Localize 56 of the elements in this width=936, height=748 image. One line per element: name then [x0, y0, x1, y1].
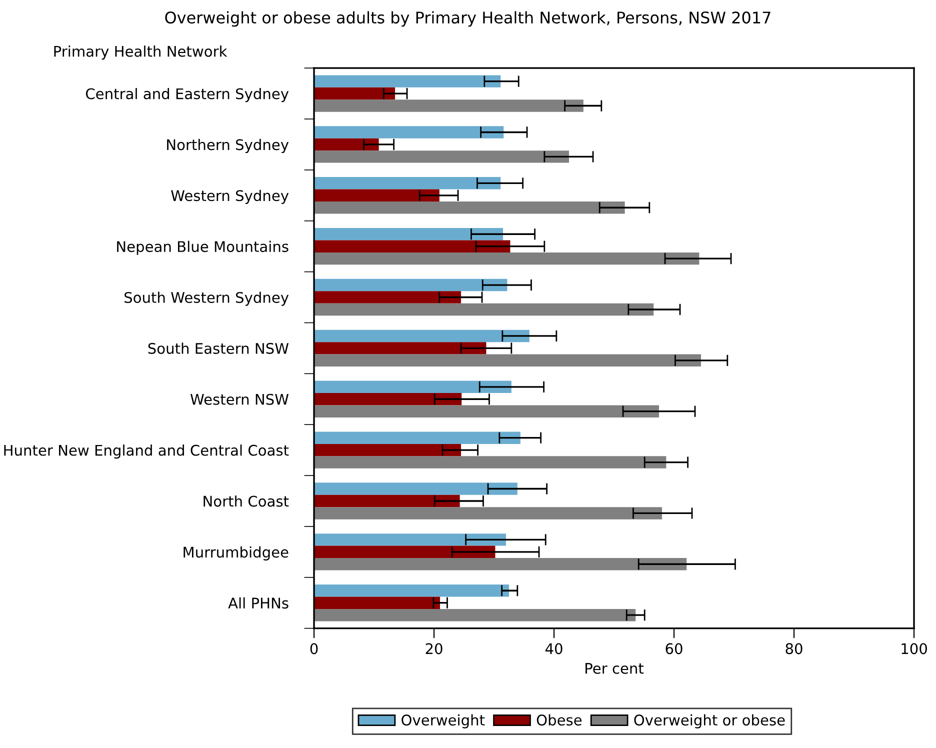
bar — [314, 291, 462, 304]
bar — [314, 558, 687, 570]
bar — [314, 252, 700, 265]
legend-label: Overweight — [402, 714, 485, 728]
x-tick-label: 80 — [786, 643, 802, 654]
bar — [314, 87, 396, 100]
y-tick-label: Western NSW — [190, 394, 289, 405]
bar — [314, 482, 518, 495]
y-tick-label: Northern Sydney — [167, 138, 289, 154]
bar — [314, 354, 702, 367]
bar — [314, 150, 570, 163]
legend-label: Overweight or obese — [634, 714, 785, 728]
x-tick-label: 60 — [666, 643, 682, 654]
x-tick-label: 0 — [310, 643, 318, 654]
bar — [314, 303, 654, 316]
bar — [314, 608, 636, 622]
y-tick-label: Central and Eastern Sydney — [86, 88, 289, 102]
bar — [314, 278, 508, 292]
bar — [314, 380, 512, 394]
bar — [314, 138, 379, 151]
bar — [314, 330, 530, 342]
y-tick-label: Western Sydney — [171, 190, 289, 204]
y-axis-title: Primary Health Network — [54, 46, 228, 60]
legend-label: Obese — [536, 714, 582, 726]
bar — [314, 456, 666, 468]
bar — [314, 534, 506, 546]
y-tick-label: North Coast — [204, 495, 289, 507]
bar — [314, 444, 462, 456]
bar — [314, 240, 510, 252]
bar — [314, 494, 460, 508]
bar — [314, 100, 584, 112]
y-tick-label: Nepean Blue Mountains — [117, 240, 288, 255]
bar — [314, 126, 504, 138]
bar — [314, 75, 501, 88]
y-tick-label: South Western Sydney — [124, 292, 289, 306]
bar — [314, 393, 462, 406]
bar — [314, 228, 504, 240]
bar — [314, 596, 440, 609]
bar — [314, 177, 501, 190]
bar — [314, 507, 662, 520]
y-tick-label: All PHNs — [228, 597, 288, 609]
bar — [314, 189, 440, 202]
x-tick-label: 40 — [545, 643, 562, 654]
chart-title: Overweight or obese adults by Primary Health Network, Persons, NSW 2017 — [165, 11, 770, 27]
bar — [314, 405, 660, 418]
x-axis-title: Per cent — [586, 663, 644, 674]
bar — [314, 432, 520, 444]
bar — [314, 584, 510, 597]
y-tick-label: South Eastern NSW — [148, 342, 289, 354]
x-tick-label: 100 — [902, 643, 927, 654]
bar — [314, 342, 486, 354]
y-tick-label: Hunter New England and Central Coast — [4, 444, 289, 459]
y-tick-label: Murrumbidgee — [184, 546, 288, 560]
bar — [314, 546, 496, 558]
bar — [314, 202, 625, 214]
x-tick-label: 20 — [426, 643, 442, 654]
